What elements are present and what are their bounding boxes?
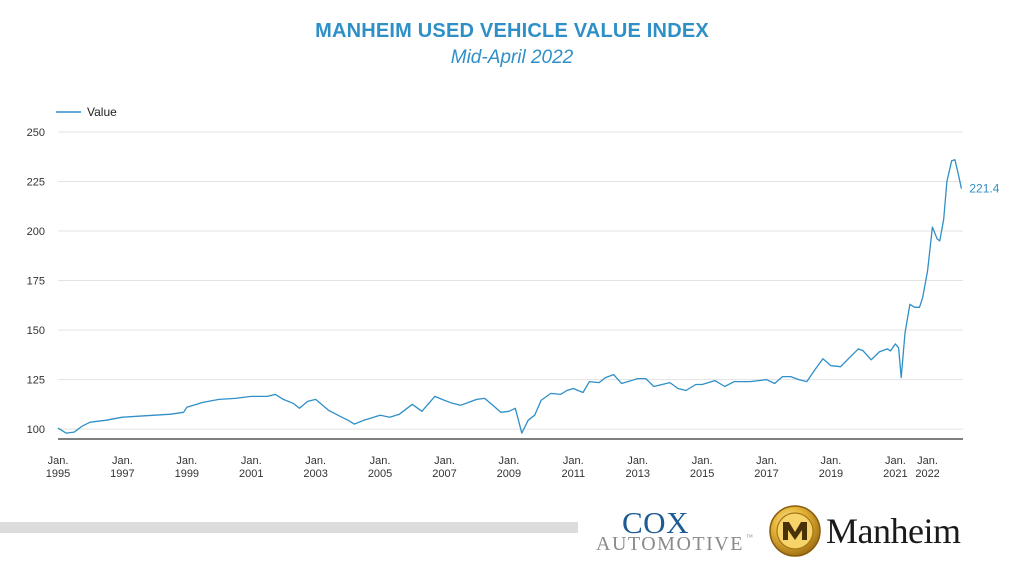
x-tick-label: 2017 <box>754 468 778 480</box>
x-tick-label: Jan. <box>917 455 938 467</box>
line-chart: 100125150175200225250Jan.1995Jan.1997Jan… <box>27 105 1000 480</box>
series-line-value <box>57 159 963 434</box>
x-tick-label: Jan. <box>692 455 713 467</box>
x-tick-label: 2015 <box>690 468 714 480</box>
y-tick-label: 250 <box>27 127 45 139</box>
y-tick-label: 225 <box>27 177 45 189</box>
automotive-logo-text: AUTOMOTIVE ™ <box>596 533 755 555</box>
end-value-label: 221.4 <box>969 182 999 196</box>
chart-title: MANHEIM USED VEHICLE VALUE INDEX <box>315 20 709 42</box>
x-tick-label: 1997 <box>110 468 134 480</box>
x-tick-label: Jan. <box>241 455 262 467</box>
y-tick-label: 125 <box>27 375 45 387</box>
y-tick-label: 175 <box>27 276 45 288</box>
legend-label: Value <box>87 105 117 119</box>
x-tick-label: Jan. <box>370 455 391 467</box>
x-tick-label: Jan. <box>48 455 69 467</box>
y-tick-label: 200 <box>27 226 45 238</box>
x-tick-label: 2001 <box>239 468 263 480</box>
y-tick-label: 150 <box>27 325 45 337</box>
x-tick-label: Jan. <box>756 455 777 467</box>
x-tick-label: 2013 <box>625 468 649 480</box>
manheim-badge-icon <box>769 505 821 557</box>
x-tick-label: 2021 <box>883 468 907 480</box>
x-tick-label: 2011 <box>561 468 585 480</box>
x-tick-label: Jan. <box>176 455 197 467</box>
x-tick-label: Jan. <box>821 455 842 467</box>
x-tick-label: Jan. <box>627 455 648 467</box>
x-tick-label: 2003 <box>303 468 327 480</box>
x-tick-label: 1999 <box>175 468 199 480</box>
x-tick-label: Jan. <box>434 455 455 467</box>
x-tick-label: Jan. <box>885 455 906 467</box>
x-tick-label: 2007 <box>432 468 456 480</box>
x-tick-label: 2019 <box>819 468 843 480</box>
x-tick-label: 2009 <box>497 468 521 480</box>
x-tick-label: 2022 <box>915 468 939 480</box>
x-tick-label: Jan. <box>112 455 133 467</box>
manheim-logo: Manheim <box>768 504 978 560</box>
x-tick-label: 2005 <box>368 468 392 480</box>
x-tick-label: Jan. <box>563 455 584 467</box>
footer-bar <box>0 522 578 533</box>
x-tick-label: 1995 <box>46 468 70 480</box>
chart-subtitle: Mid-April 2022 <box>450 47 574 68</box>
x-tick-label: Jan. <box>305 455 326 467</box>
manheim-wordmark: Manheim <box>826 511 961 551</box>
cox-logo-text: COX <box>622 505 689 540</box>
y-tick-label: 100 <box>27 424 45 436</box>
cox-automotive-logo: COX AUTOMOTIVE ™ <box>596 505 756 560</box>
x-tick-label: Jan. <box>498 455 519 467</box>
